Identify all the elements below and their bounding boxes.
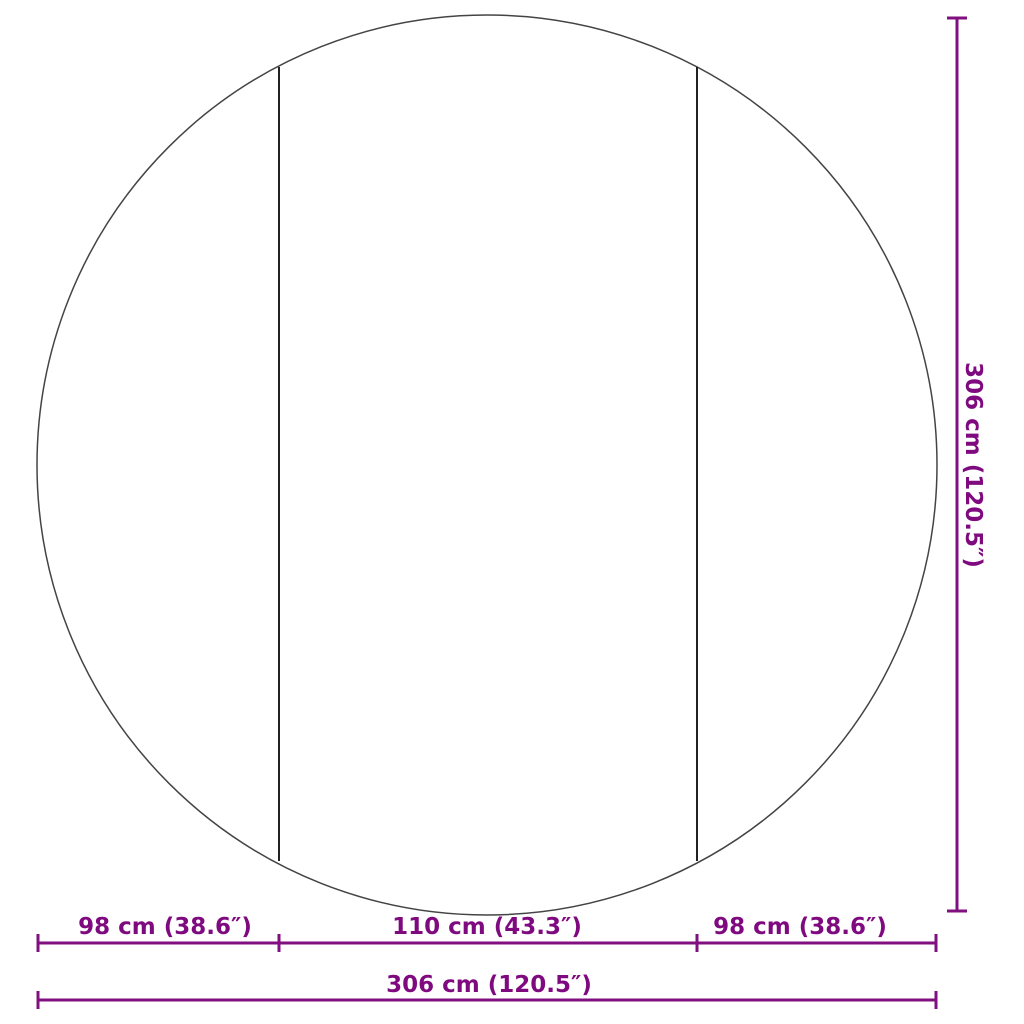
round-rug-outline <box>36 14 938 916</box>
right-segment-label: 98 cm (38.6″) <box>713 914 887 940</box>
left-segment-label: 98 cm (38.6″) <box>78 914 252 940</box>
middle-segment-label: 110 cm (43.3″) <box>392 914 582 940</box>
total-height-label: 306 cm (120.5″) <box>960 362 986 568</box>
rug-circle <box>36 14 938 916</box>
total-width-label: 306 cm (120.5″) <box>386 972 592 998</box>
dimension-lines <box>36 16 967 1009</box>
